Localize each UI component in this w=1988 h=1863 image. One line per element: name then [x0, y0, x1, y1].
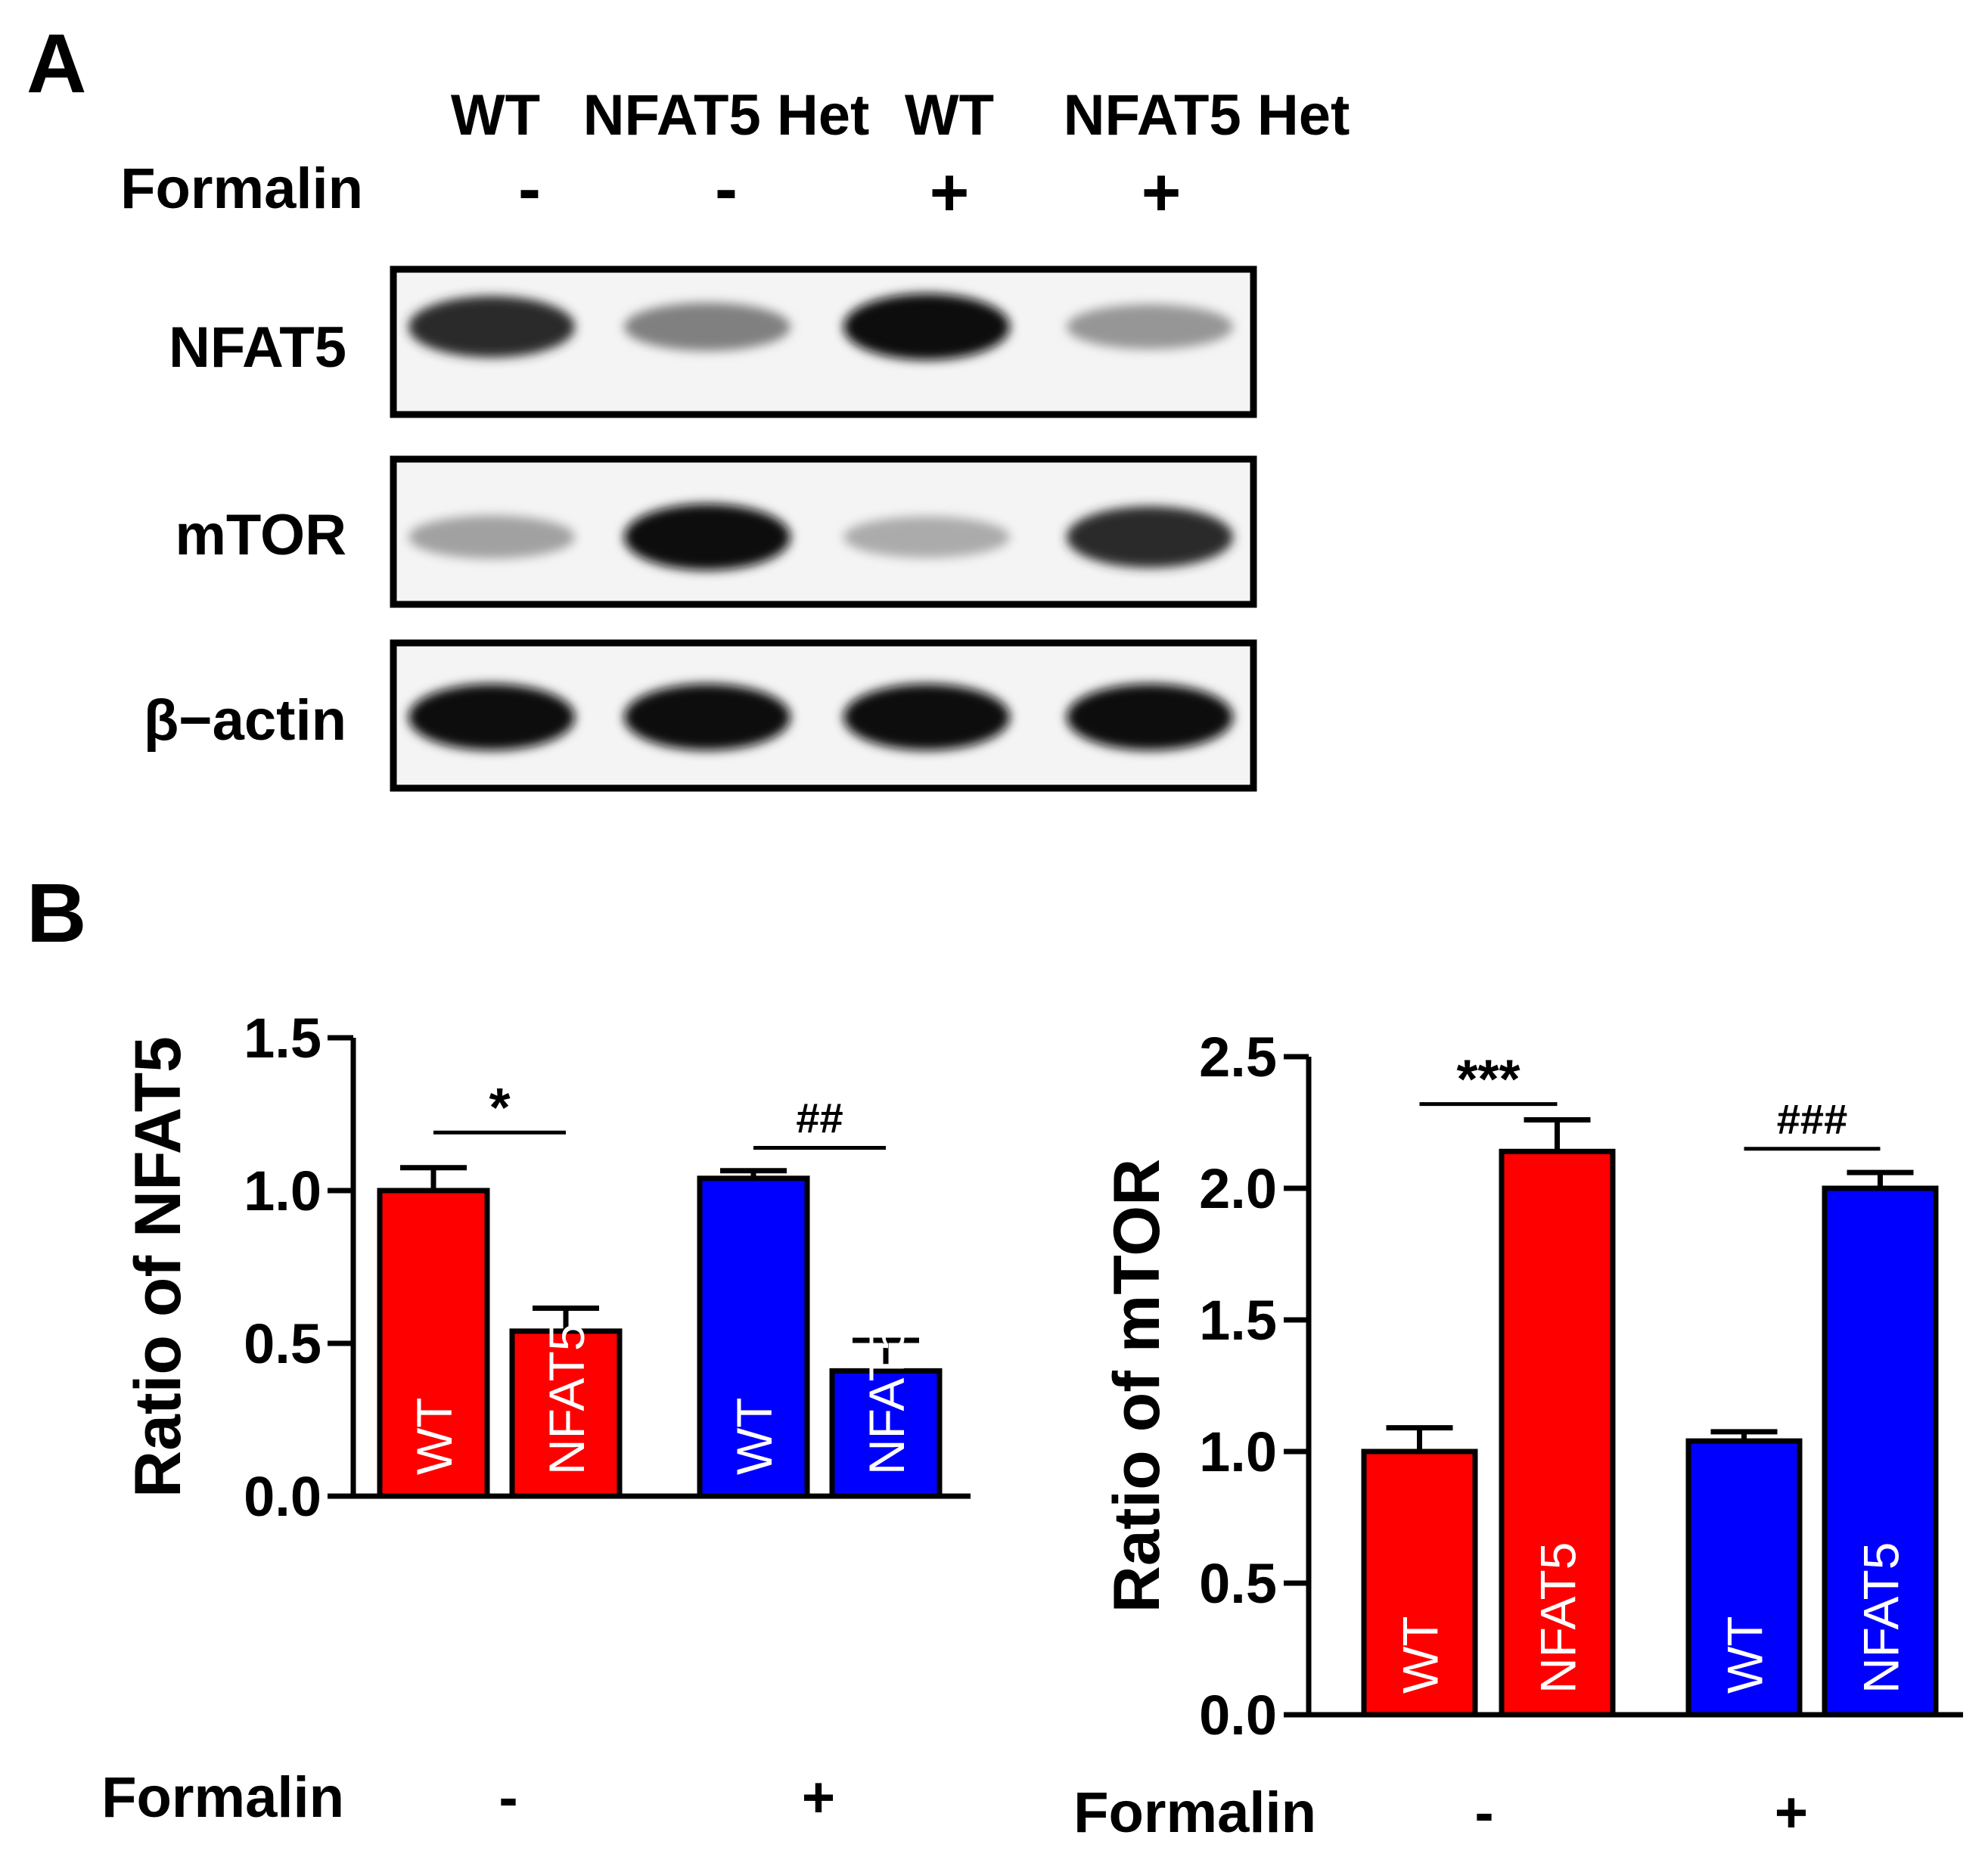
bar	[377, 1188, 490, 1499]
chart-nfat5: 0.0 0.5 1.0 1.5 Ratio of NFAT5 WT NFAT5 WT NFAT5…	[101, 1007, 971, 1830]
band-2-lane-3	[843, 516, 1010, 558]
lane-header-4: NFAT5 Het	[1064, 83, 1350, 147]
y-tick-label: 0.0	[244, 1465, 321, 1528]
y-tick-label: 1.5	[1199, 1289, 1277, 1352]
y-axis-label: Ratio of mTOR	[1101, 1159, 1173, 1613]
band-3-lane-2	[624, 684, 791, 750]
y-tick-label: 1.0	[1199, 1421, 1277, 1483]
bar	[1361, 1448, 1478, 1718]
bar	[1685, 1438, 1803, 1718]
blot-label-beta-actin: β−actin	[144, 688, 346, 753]
bar	[509, 1328, 623, 1499]
lane-header-1: WT	[451, 83, 540, 147]
significance-label: ***	[1456, 1050, 1520, 1110]
formalin-sign-2: -	[715, 151, 738, 227]
formalin-label-a: Formalin	[120, 157, 363, 221]
y-axis-label: Ratio of NFAT5	[122, 1036, 194, 1498]
significance-label: *	[489, 1078, 510, 1138]
panel-b-label: B	[26, 867, 86, 960]
chart-mtor: 0.0 0.5 1.0 1.5 2.0 2.5 Ratio of mTOR WT NFAT5 WT…	[1073, 1026, 1963, 1845]
band-1-lane-4	[1067, 304, 1233, 349]
bar	[697, 1175, 810, 1499]
band-2-lane-2	[624, 504, 791, 570]
formalin-sign: -	[499, 1765, 517, 1830]
blot-label-mtor: mTOR	[175, 503, 346, 567]
bar-label: NFAT5	[859, 1324, 915, 1475]
blot-nfat5: NFAT5	[169, 265, 1257, 418]
significance-label: ##	[796, 1094, 843, 1141]
y-tick-label: 0.5	[1199, 1552, 1277, 1615]
formalin-label: Formalin	[1073, 1781, 1316, 1845]
y-tick-label: 1.5	[244, 1007, 321, 1070]
bar	[1499, 1148, 1616, 1718]
bar	[829, 1368, 943, 1499]
blot-label-nfat5: NFAT5	[169, 315, 346, 380]
bar-label: WT	[1717, 1616, 1773, 1694]
panel-a: A WT NFAT5 Het WT NFAT5 Het Formalin - -…	[26, 17, 1350, 792]
significance-label: ###	[1777, 1095, 1847, 1143]
band-1-lane-1	[408, 296, 575, 358]
band-2-lane-1	[408, 515, 575, 559]
band-3-lane-1	[408, 684, 575, 750]
y-tick-label: 2.0	[1199, 1157, 1277, 1220]
bar-label: NFAT5	[1530, 1542, 1586, 1694]
blot-beta-actin: β−actin	[144, 639, 1257, 792]
bar	[1822, 1185, 1939, 1718]
band-1-lane-2	[624, 303, 791, 351]
formalin-sign-4: +	[1142, 155, 1182, 231]
y-tick-label: 0.0	[1199, 1684, 1277, 1747]
formalin-sign: -	[1474, 1781, 1493, 1845]
bar-label: WT	[1393, 1616, 1449, 1694]
formalin-sign-1: -	[518, 151, 541, 227]
bar-label: WT	[726, 1397, 782, 1475]
formalin-sign: +	[1775, 1781, 1808, 1845]
formalin-label: Formalin	[101, 1765, 344, 1830]
panel-b: B 0.0 0.5 1.0 1.5 Ratio of NFAT5 WT NFAT5 WT NFA…	[26, 867, 1963, 1845]
panel-a-label: A	[26, 17, 86, 110]
band-1-lane-3	[843, 293, 1010, 360]
formalin-sign: +	[802, 1765, 835, 1830]
y-tick-label: 1.0	[244, 1160, 321, 1222]
bar-label: NFAT5	[1853, 1542, 1909, 1694]
blot-mtor: mTOR	[175, 455, 1257, 608]
lane-header-2: NFAT5 Het	[583, 83, 870, 147]
band-3-lane-3	[843, 684, 1010, 750]
y-tick-label: 2.5	[1199, 1026, 1277, 1088]
bar-label: WT	[406, 1397, 462, 1475]
bar-label: NFAT5	[539, 1324, 595, 1475]
band-2-lane-4	[1067, 506, 1233, 568]
y-tick-label: 0.5	[244, 1312, 321, 1375]
lane-header-3: WT	[905, 83, 994, 147]
band-3-lane-4	[1067, 684, 1233, 750]
formalin-sign-3: +	[930, 155, 970, 231]
